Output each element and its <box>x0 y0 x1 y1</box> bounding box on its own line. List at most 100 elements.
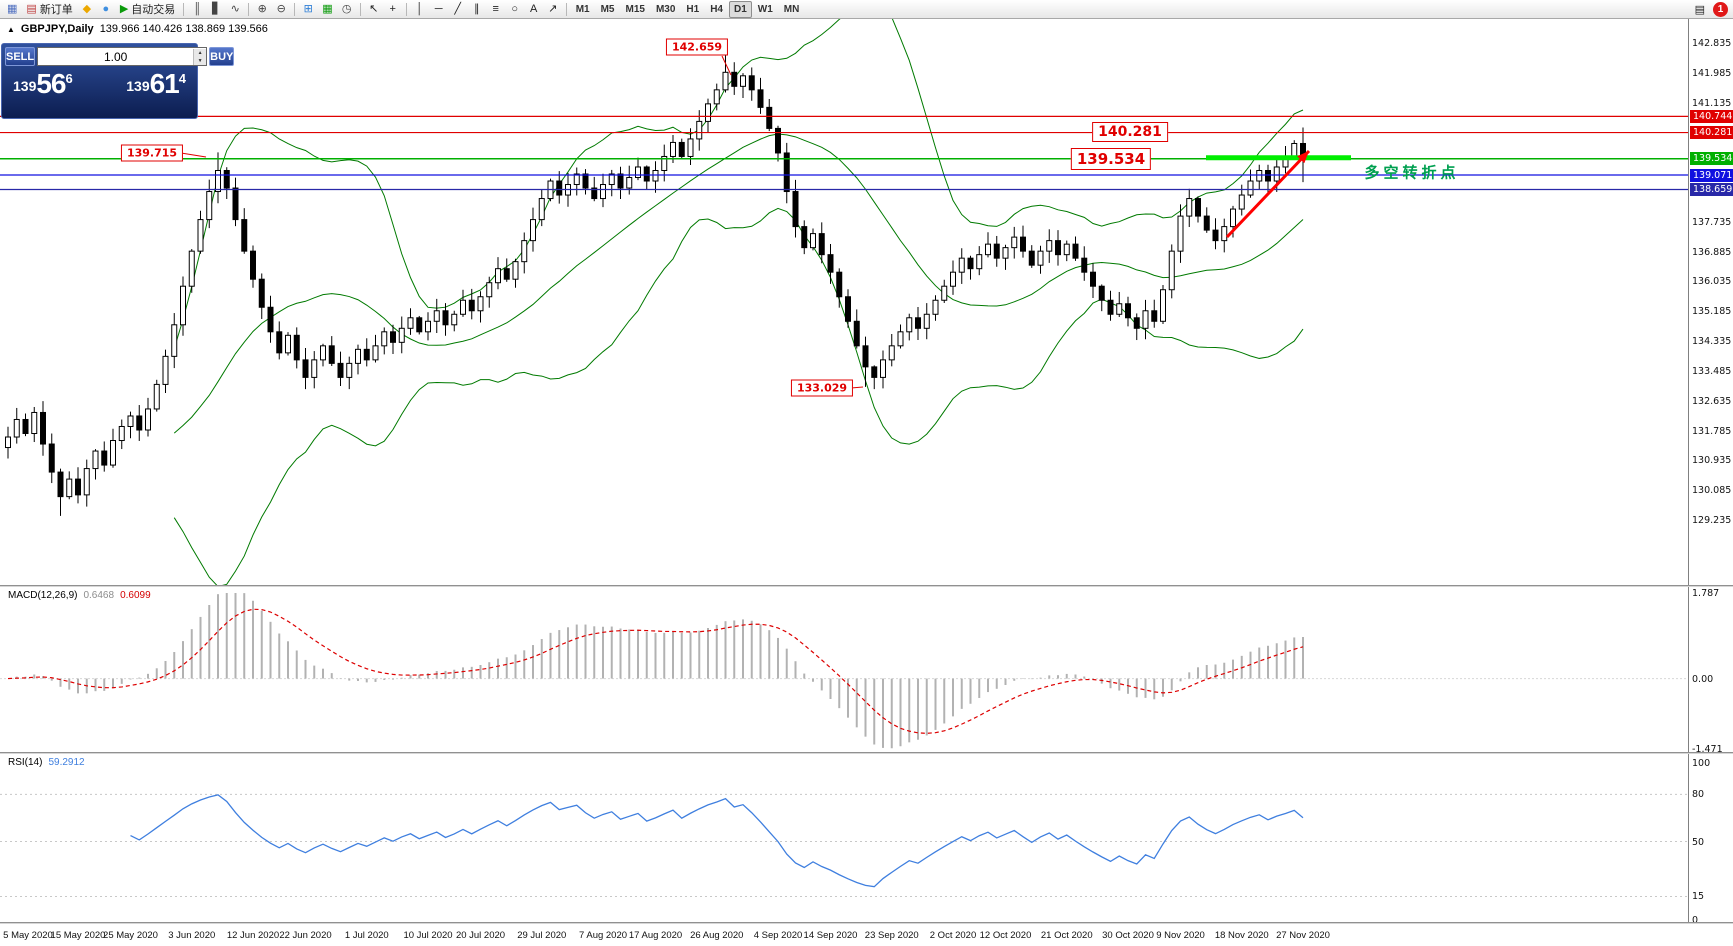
price-axis-tick: 136.035 <box>1692 276 1732 288</box>
candle-body <box>512 261 519 280</box>
profiles-icon[interactable]: ◷ <box>338 1 356 18</box>
candlestick-chart-type-icon[interactable]: ▋ <box>207 1 225 18</box>
red-trend-arrow-head <box>1297 151 1309 164</box>
timeframe-h1-button[interactable]: H1 <box>686 3 700 15</box>
timeframe-d1-button[interactable]: D1 <box>729 0 752 18</box>
text-icon[interactable]: A <box>525 1 543 18</box>
price-axis-tick: 136.885 <box>1692 246 1732 258</box>
zoom-out-icon[interactable]: ⊖ <box>272 1 290 18</box>
timeframe-m5-button[interactable]: M5 <box>600 3 615 15</box>
new-order-button[interactable]: ▤ 新订单 <box>22 1 76 18</box>
date-axis-label: 18 Nov 2020 <box>1214 930 1269 941</box>
shapes-icon[interactable]: ○ <box>506 1 524 18</box>
one-click-trading-panel: SELL ▲ ▼ BUY 139 56 6 139 61 4 <box>1 43 235 119</box>
timeframe-w1-button[interactable]: W1 <box>757 3 773 15</box>
macd-indicator-label: MACD(12,26,9) 0.6468 0.6099 <box>8 590 151 601</box>
candle-body <box>757 89 764 108</box>
rsi-pane[interactable] <box>0 754 1688 922</box>
candle-body <box>48 443 55 473</box>
price-axis[interactable]: 142.835 141.985 141.135 137.735 136.885 136.0… <box>1688 19 1733 926</box>
market-icon: ● <box>102 2 110 15</box>
time-axis[interactable]: 5 May 2020 15 May 2020 25 May 2020 3 Jun 20… <box>0 924 1733 946</box>
crosshair-icon[interactable]: + <box>384 1 402 18</box>
macd-signal-value: 0.6099 <box>120 590 151 601</box>
channel-icon[interactable]: ∥ <box>468 1 486 18</box>
price-annotation-label[interactable]: 142.659 <box>665 38 729 56</box>
price-annotation-label[interactable]: 140.281 <box>1092 122 1168 142</box>
timeframe-m1-button[interactable]: M1 <box>575 3 590 15</box>
timeframe-m30-button[interactable]: M30 <box>655 3 676 15</box>
date-axis-label: 2 Oct 2020 <box>929 930 977 941</box>
candle-body <box>1230 208 1236 228</box>
macd-pane[interactable] <box>0 587 1688 752</box>
cursor-icon[interactable]: ↖ <box>365 1 383 18</box>
price-level-axis-label: 140.281 <box>1690 126 1733 140</box>
pane-separator[interactable] <box>0 585 1733 587</box>
arrow-object-icon[interactable]: ↗ <box>544 1 562 18</box>
candle-body <box>503 268 510 280</box>
chinese-note-text[interactable]: 多空转折点 <box>1364 164 1460 182</box>
candle-body <box>1098 285 1105 301</box>
candle-body <box>232 187 239 221</box>
notification-badge[interactable]: 1 <box>1713 1 1728 17</box>
timeframe-mn-button[interactable]: MN <box>783 3 800 15</box>
buy-price-button[interactable]: 139 61 4 <box>126 70 186 98</box>
candle-body <box>897 331 904 347</box>
mql-community-icon[interactable]: ◆ <box>78 1 96 18</box>
new-chart-icon[interactable]: ▦ <box>318 1 336 18</box>
market-icon[interactable]: ● <box>97 1 115 18</box>
date-axis-label: 21 Oct 2020 <box>1040 930 1093 941</box>
horizontal-line-icon[interactable]: ─ <box>430 1 448 18</box>
date-axis-label: 14 Sep 2020 <box>803 930 858 941</box>
volume-input[interactable] <box>38 49 194 64</box>
candle-body <box>652 169 659 182</box>
date-axis-label: 25 May 2020 <box>103 930 158 941</box>
date-axis-label: 1 Jul 2020 <box>344 930 389 941</box>
autotrading-button[interactable]: ▶ 自动交易 <box>116 1 179 18</box>
macd-histogram <box>15 593 1304 749</box>
toolbar-separator <box>248 2 250 16</box>
candle-body <box>661 155 668 171</box>
price-annotation-label[interactable]: 133.029 <box>790 379 854 397</box>
candle-body <box>678 141 685 157</box>
candle-body <box>967 257 974 270</box>
window-list-icon[interactable]: ▤ <box>1694 3 1705 16</box>
candle-body <box>206 191 213 221</box>
timeframe-h4-button[interactable]: H4 <box>710 3 723 15</box>
price-annotation-label[interactable]: 139.715 <box>120 144 184 162</box>
candle-body <box>1151 310 1158 322</box>
toolbar-right-group: ▤ 1 <box>1691 1 1730 18</box>
date-axis-label: 27 Nov 2020 <box>1276 930 1330 941</box>
candle-body <box>941 285 948 301</box>
candle-body <box>40 411 46 445</box>
bar-chart-type-icon[interactable]: ║ <box>188 1 206 18</box>
price-annotation-label[interactable]: 139.534 <box>1070 148 1152 170</box>
zoom-in-icon[interactable]: ⊕ <box>253 1 271 18</box>
candle-body <box>775 127 781 154</box>
price-pane[interactable] <box>0 19 1688 585</box>
new-chart-icon: ▦ <box>322 2 333 15</box>
timeframe-m15-button[interactable]: M15 <box>625 3 645 15</box>
line-chart-type-icon[interactable]: ∿ <box>226 1 244 18</box>
candle-body <box>1020 236 1026 252</box>
candle-body <box>1037 250 1044 266</box>
volume-increase-button[interactable]: ▲ <box>194 48 207 57</box>
fibonacci-icon[interactable]: ≡ <box>487 1 505 18</box>
macd-axis-tick: -1.471 <box>1692 744 1723 755</box>
pane-separator[interactable] <box>0 752 1733 754</box>
rsi-axis-tick: 50 <box>1692 836 1705 848</box>
candle-body <box>573 173 580 186</box>
date-axis-label: 12 Oct 2020 <box>979 930 1032 941</box>
tile-windows-icon[interactable]: ⊞ <box>299 1 317 18</box>
sell-button[interactable]: SELL <box>5 47 36 66</box>
chart-window-icon[interactable]: ▦ <box>3 1 21 18</box>
volume-decrease-button[interactable]: ▼ <box>194 56 207 65</box>
pane-separator[interactable] <box>0 922 1733 924</box>
sell-price-button[interactable]: 139 56 6 <box>13 70 73 98</box>
buy-button[interactable]: BUY <box>209 47 235 66</box>
candle-body <box>1177 215 1184 252</box>
trendline-icon[interactable]: ╱ <box>449 1 467 18</box>
vertical-line-icon[interactable]: │ <box>411 1 429 18</box>
date-axis-label: 20 Jul 2020 <box>455 930 506 941</box>
red-trend-arrow[interactable] <box>1225 149 1311 239</box>
